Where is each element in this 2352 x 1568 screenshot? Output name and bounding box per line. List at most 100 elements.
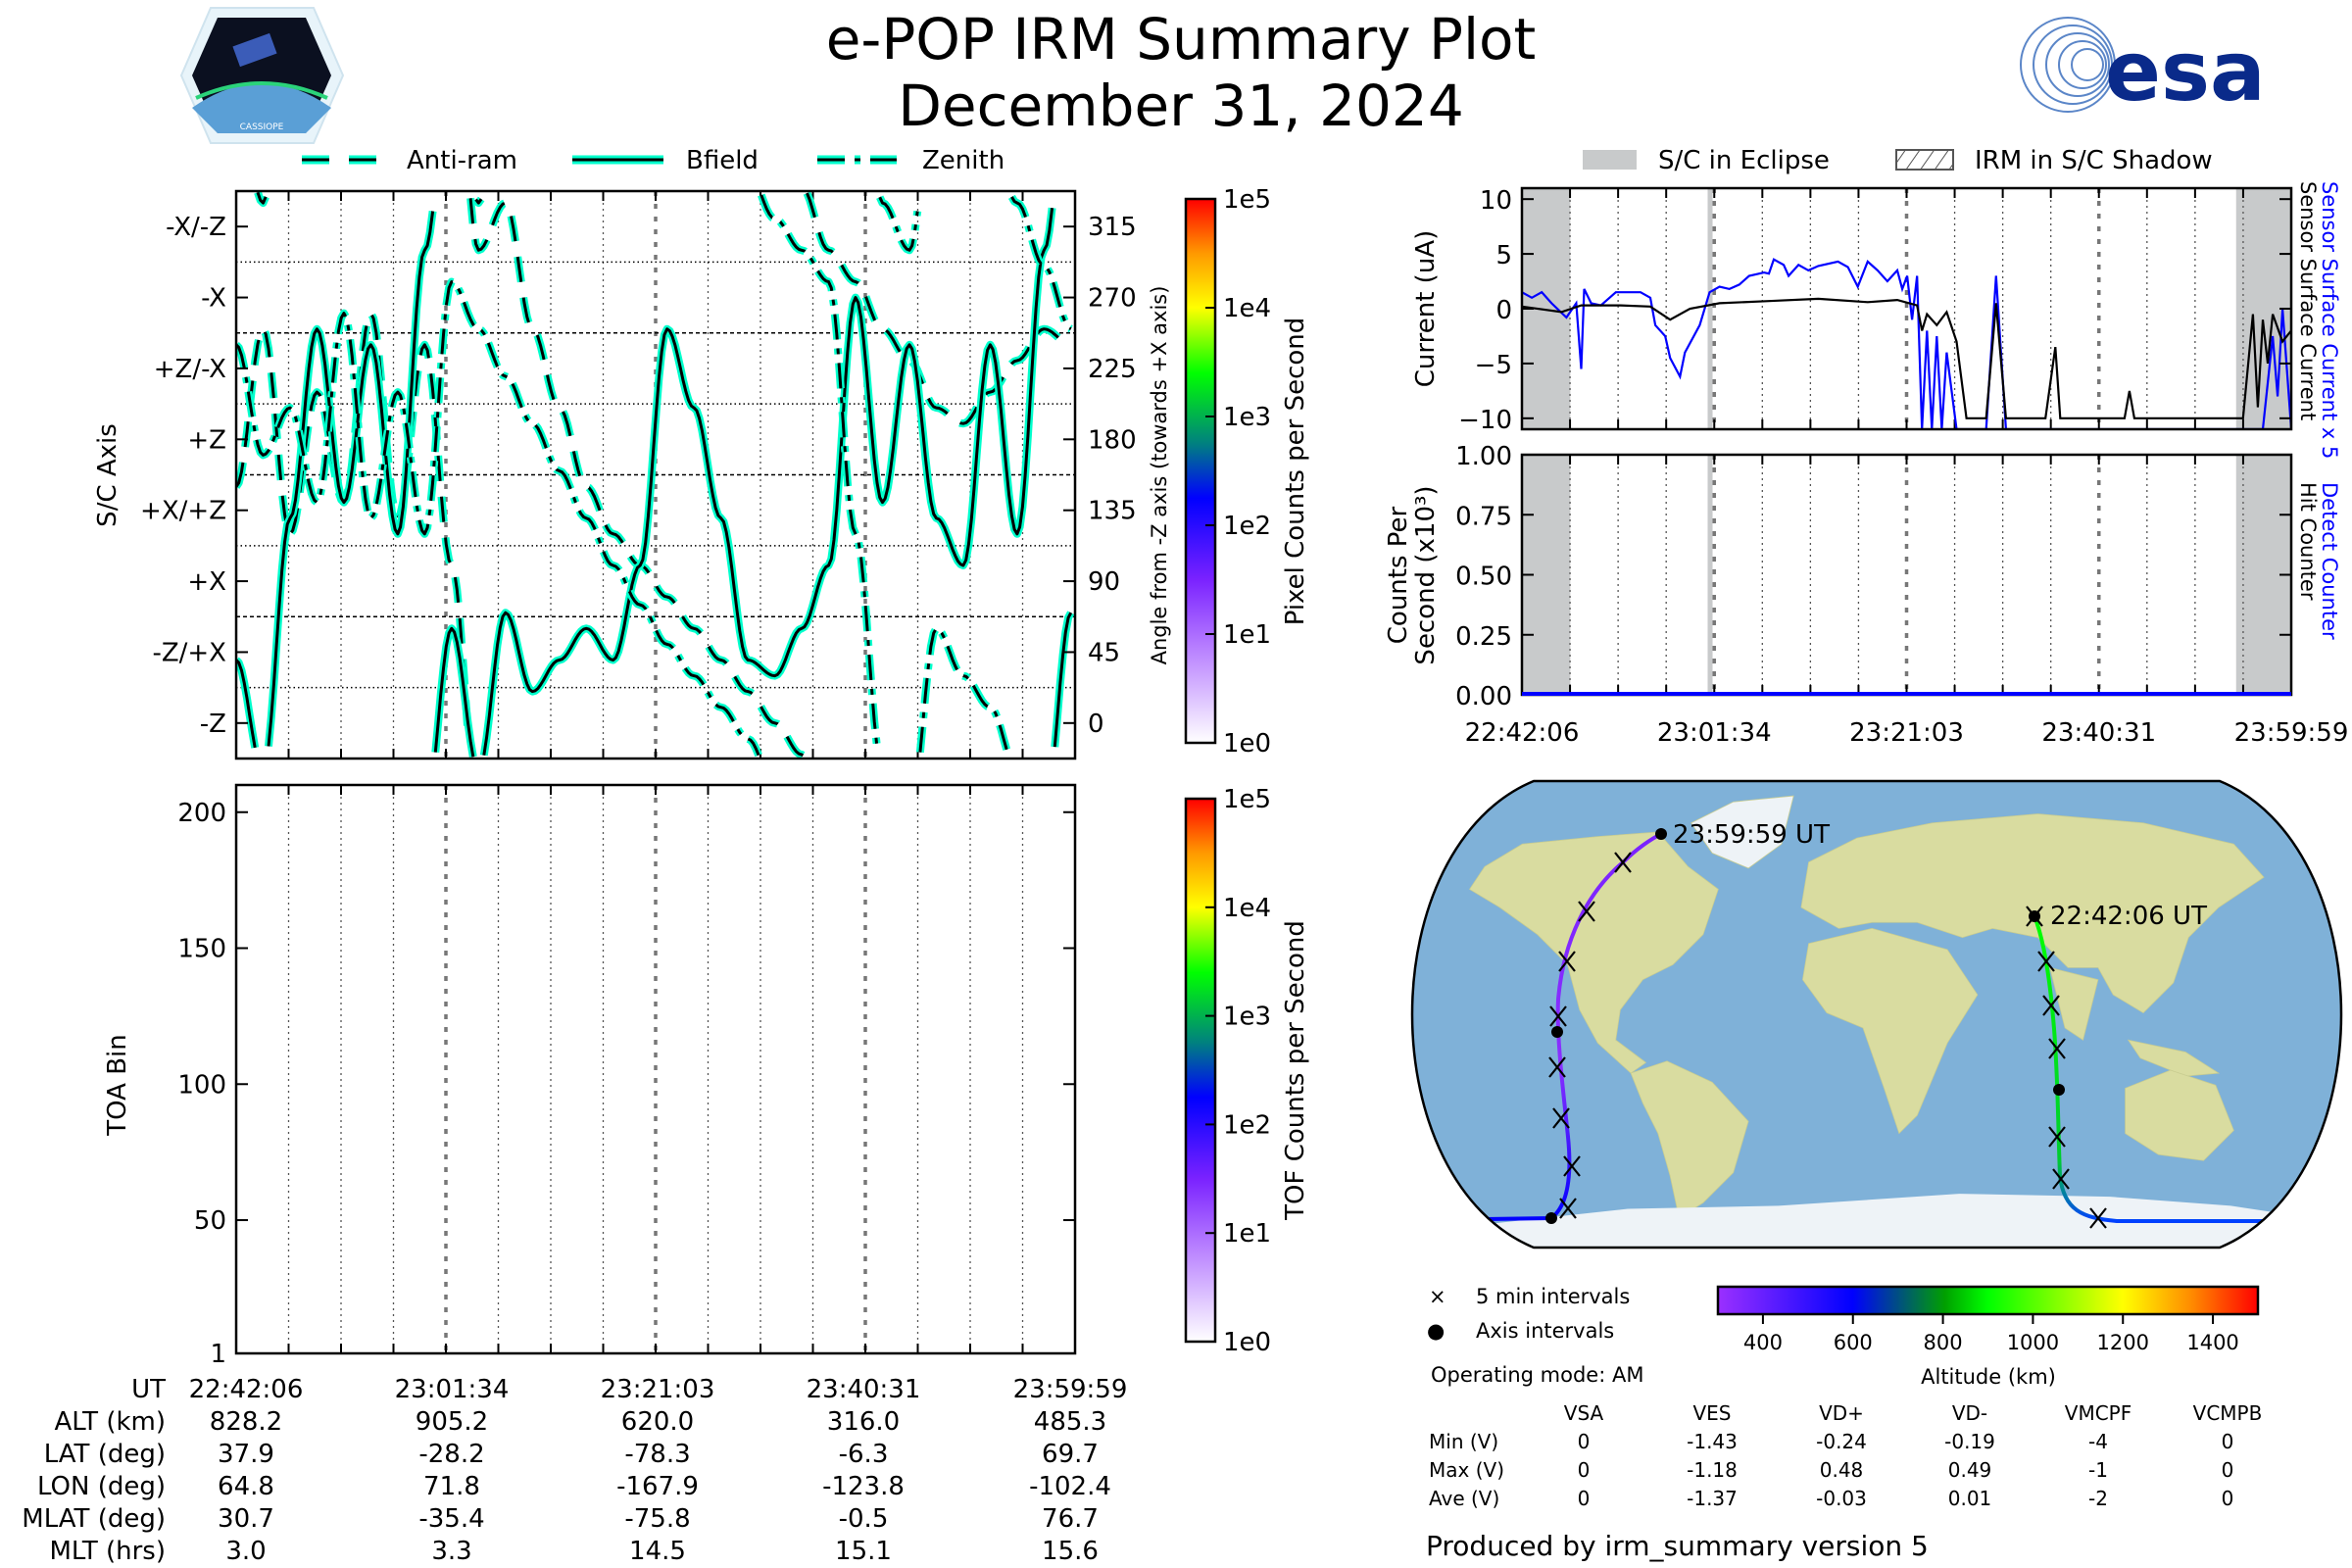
colorbar-tick-label: 1e2 xyxy=(1223,1110,1271,1140)
five-min-marker-icon xyxy=(2042,995,2060,1016)
right-label-blue: Detect Counter xyxy=(2318,482,2341,640)
colorbar-title: Pixel Counts per Second xyxy=(1281,318,1310,626)
operating-mode: Operating mode: AM xyxy=(1431,1363,1643,1387)
y-tick-label: 0.50 xyxy=(1455,563,1512,592)
cassiope-logo: CASSIOPE xyxy=(179,7,345,144)
table-cell: 23:01:34 xyxy=(395,1375,510,1404)
greenland xyxy=(1690,795,1794,869)
x-tick-label: 23:59:59 xyxy=(2234,718,2349,748)
table-cell: 64.8 xyxy=(218,1472,274,1501)
five-min-marker-icon xyxy=(2037,951,2055,972)
row-label: ALT (km) xyxy=(54,1407,166,1437)
y-tick-label: +X/+Z xyxy=(140,497,226,526)
table-cell: 0 xyxy=(2222,1430,2234,1453)
table-cell: -0.03 xyxy=(1816,1487,1867,1510)
row-label: Max (V) xyxy=(1429,1458,1504,1482)
table-cell: 14.5 xyxy=(629,1537,686,1566)
colorbar-tick-label: 1e1 xyxy=(1223,620,1271,650)
table-cell: -0.19 xyxy=(1944,1430,1995,1453)
track-end-label: 23:59:59 UT xyxy=(1673,820,1830,850)
y-tick-label: 150 xyxy=(177,935,226,964)
colorbar-tick-label: 1e3 xyxy=(1223,403,1271,432)
column-header: VES xyxy=(1692,1401,1731,1425)
table-cell: 0.01 xyxy=(1948,1487,1992,1510)
track-start-label: 22:42:06 UT xyxy=(2050,902,2207,931)
colorbar-tick-label: 600 xyxy=(1834,1331,1873,1354)
y-tick-label: 200 xyxy=(177,799,226,828)
table-cell: 3.3 xyxy=(431,1537,471,1566)
axis-interval-marker-icon xyxy=(1551,1026,1563,1038)
south-america xyxy=(1630,1060,1749,1219)
five-min-marker-icon xyxy=(1558,951,1576,972)
colorbar-tick-label: 1000 xyxy=(2007,1331,2059,1354)
esa-logo-text: esa xyxy=(2105,24,2266,120)
axis-interval-marker-icon: ● xyxy=(1427,1319,1445,1343)
colorbar-title: TOF Counts per Second xyxy=(1281,920,1310,1221)
legend-label: Zenith xyxy=(922,146,1004,175)
row-label: UT xyxy=(131,1375,166,1404)
table-cell: -102.4 xyxy=(1029,1472,1111,1501)
colorbar-tick-label: 1400 xyxy=(2186,1331,2238,1354)
table-cell: 0 xyxy=(1578,1458,1591,1482)
x-tick-label: 23:40:31 xyxy=(2041,718,2156,748)
five-min-marker-icon xyxy=(1552,1107,1570,1129)
five-min-marker-icon xyxy=(2052,1168,2070,1190)
y-right-tick-label: 270 xyxy=(1088,284,1137,314)
africa xyxy=(1802,928,1979,1135)
five-min-marker-icon xyxy=(2048,1038,2066,1059)
y-axis-right-title: Angle from -Z axis (towards +X axis) xyxy=(1148,286,1171,665)
table-cell: -1 xyxy=(2088,1458,2108,1482)
five-min-marker-icon xyxy=(1549,1005,1567,1027)
y-right-tick-label: 315 xyxy=(1088,213,1137,242)
y-tick-label: −10 xyxy=(1458,406,1512,435)
current-series-line xyxy=(1522,297,2291,419)
row-label: LAT (deg) xyxy=(44,1440,166,1469)
y-tick-label: 0.75 xyxy=(1455,502,1512,531)
y-axis-title-line2: Second (x10³) xyxy=(1411,485,1441,664)
table-cell: -123.8 xyxy=(822,1472,905,1501)
colorbar-tick-label: 1e1 xyxy=(1223,1219,1271,1249)
australia xyxy=(2125,1069,2234,1161)
axis-interval-marker-icon xyxy=(2053,1084,2065,1096)
table-cell: 71.8 xyxy=(423,1472,480,1501)
table-cell: -6.3 xyxy=(839,1440,889,1469)
table-cell: 3.0 xyxy=(225,1537,266,1566)
table-cell: 0 xyxy=(2222,1487,2234,1510)
page-title: e-POP IRM Summary Plot xyxy=(826,6,1537,73)
counts-panel: 0.00 0.25 0.50 0.75 1.00 Counts Per Second (… xyxy=(1384,442,2348,748)
table-cell: 620.0 xyxy=(621,1407,694,1437)
table-cell: 0.48 xyxy=(1820,1458,1864,1482)
y-tick-label: 1.00 xyxy=(1455,442,1512,471)
colorbar-tick-label: 1e4 xyxy=(1223,294,1271,323)
legend-label: IRM in S/C Shadow xyxy=(1975,146,2213,175)
table-cell: 23:21:03 xyxy=(601,1375,715,1404)
table-cell: 0.49 xyxy=(1948,1458,1992,1482)
legend-label: Anti-ram xyxy=(407,146,517,175)
table-cell: -1.43 xyxy=(1687,1430,1738,1453)
y-right-tick-label: 90 xyxy=(1088,567,1120,597)
voltage-table: VSA VES VD+ VD- VMCPF VCMPB Min (V) 0 -1.43 -0.24… xyxy=(1429,1401,2262,1510)
legend-label: Bfield xyxy=(686,146,759,175)
table-cell: 69.7 xyxy=(1042,1440,1099,1469)
legend-label: Axis intervals xyxy=(1476,1319,1614,1343)
attitude-legend: Anti-ram Bfield Zenith xyxy=(302,146,1004,175)
antarctica xyxy=(1446,1194,2341,1248)
column-header: VD- xyxy=(1952,1401,1987,1425)
colorbar-tick-label: 1e0 xyxy=(1223,729,1271,759)
y-tick-label: -X/-Z xyxy=(166,213,226,242)
legend-zenith: Zenith xyxy=(817,146,1004,175)
table-cell: -167.9 xyxy=(616,1472,699,1501)
current-panel: −10 −5 0 5 10 Current (uA) Sensor Surface Cu… xyxy=(1411,181,2341,459)
table-cell: -1.37 xyxy=(1687,1487,1738,1510)
eclipse-swatch xyxy=(1583,150,1637,170)
legend-label: 5 min intervals xyxy=(1476,1285,1630,1308)
y-tick-label: 100 xyxy=(177,1070,226,1100)
y-right-tick-label: 0 xyxy=(1088,710,1104,739)
y-tick-label: +X xyxy=(187,567,226,597)
y-tick-label: +Z xyxy=(187,425,226,455)
axis-interval-marker-icon xyxy=(1545,1212,1557,1224)
five-min-marker-icon xyxy=(1548,1056,1566,1078)
table-cell: 15.6 xyxy=(1042,1537,1099,1566)
table-cell: 0 xyxy=(2222,1458,2234,1482)
y-tick-label: 0 xyxy=(1495,296,1512,325)
